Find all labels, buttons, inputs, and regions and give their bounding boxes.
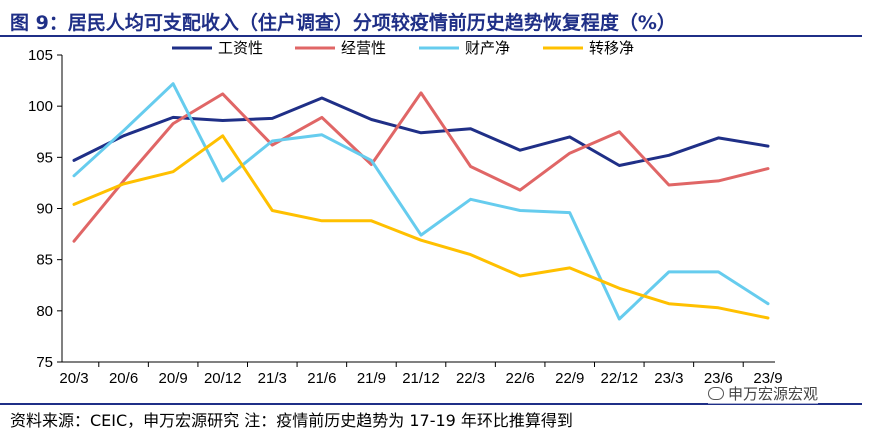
series-line-1 (72, 96, 770, 167)
watermark: 申万宏源宏观 (708, 383, 819, 404)
x-tick-label: 20/3 (59, 370, 88, 387)
x-tick-label: 22/3 (456, 370, 485, 387)
legend: 工资性 经营性 财产净 转移净 (172, 39, 634, 57)
chart-title: 图 9：居民人均可支配收入（住户调查）分项较疫情前历史趋势恢复程度（%） (10, 12, 676, 34)
footer-divider (0, 403, 862, 405)
y-tick-label: 100 (28, 98, 53, 115)
legend-label: 财产净 (465, 39, 510, 57)
x-tick-label: 20/6 (109, 370, 138, 387)
x-tick-label: 22/9 (555, 370, 584, 387)
title-divider (0, 35, 862, 37)
x-tick-label: 21/12 (402, 370, 440, 387)
x-tick-label: 23/3 (654, 370, 683, 387)
x-tick-label: 21/9 (357, 370, 386, 387)
y-tick-label: 95 (36, 149, 53, 166)
y-tick-label: 85 (36, 252, 53, 269)
series-line-4 (72, 134, 770, 320)
y-tick-label: 75 (36, 354, 53, 371)
x-tick-label: 20/12 (204, 370, 242, 387)
x-tick-label: 20/9 (159, 370, 188, 387)
y-tick-label: 90 (36, 201, 53, 218)
source-note: 资料来源：CEIC，申万宏源研究 注：疫情前历史趋势为 17-19 年环比推算得… (10, 411, 573, 430)
legend-label: 转移净 (589, 39, 634, 57)
x-tick-label: 21/6 (307, 370, 336, 387)
legend-label: 工资性 (218, 39, 263, 57)
x-tick-label: 21/3 (258, 370, 287, 387)
plot-lines (72, 82, 770, 321)
x-tick-label: 22/12 (601, 370, 639, 387)
y-axis: 75 80 85 90 95 100 105 (28, 47, 63, 371)
x-tick-label: 23/9 (753, 370, 782, 387)
legend-label: 经营性 (341, 39, 386, 57)
x-tick-label: 23/6 (704, 370, 733, 387)
watermark-text: 申万宏源宏观 (728, 385, 819, 403)
y-tick-label: 80 (36, 303, 53, 320)
y-tick-label: 105 (28, 47, 53, 64)
wechat-icon (708, 387, 724, 400)
x-axis: 20/3 20/6 20/9 20/12 21/3 21/6 21/9 21/12 22/3 22… (59, 361, 783, 387)
x-tick-label: 22/6 (506, 370, 535, 387)
